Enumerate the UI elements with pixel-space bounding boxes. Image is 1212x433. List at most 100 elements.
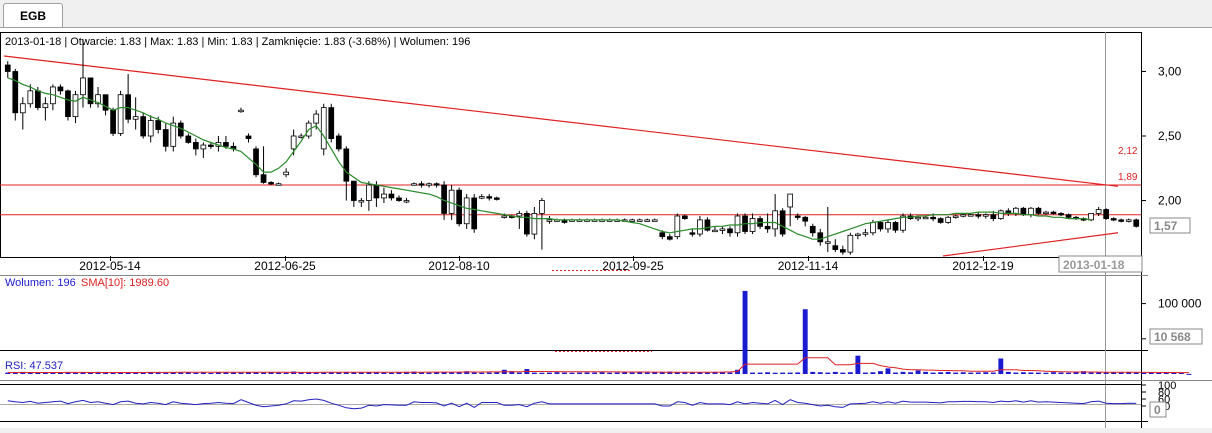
candle-body	[373, 184, 380, 199]
volume-bar	[780, 372, 786, 374]
volume-bar	[306, 372, 312, 374]
candle-body	[629, 219, 636, 222]
candle-body	[877, 222, 884, 230]
volume-bars-layer	[5, 290, 1192, 375]
volume-bar	[110, 372, 116, 374]
volume-bar	[870, 372, 876, 374]
volume-bar	[57, 372, 63, 374]
candle-body	[253, 148, 259, 176]
candle-body	[463, 197, 470, 225]
trendline	[3, 55, 1119, 187]
volume-bar	[614, 372, 620, 374]
volume-bar	[103, 372, 109, 374]
volume-bar	[644, 372, 650, 374]
volume-bar	[321, 372, 327, 374]
candle-body	[1035, 207, 1042, 214]
candle-body	[290, 135, 297, 150]
volume-bar	[12, 372, 18, 374]
volume-bar	[569, 372, 575, 374]
volume-bar	[983, 372, 989, 374]
candle-body	[411, 183, 417, 186]
x-axis-label: 2012-05-14	[79, 259, 141, 273]
chart-window[interactable]: 2013-01-18 | Otwarcie: 1.83 | Max: 1.83 …	[0, 28, 1212, 428]
candle-body	[1095, 209, 1102, 214]
volume-bar	[1096, 372, 1102, 374]
volume-bar	[930, 372, 936, 374]
candle-body	[268, 182, 274, 185]
y-axis-label: 2,50	[1158, 129, 1182, 143]
volume-bar	[88, 372, 93, 374]
x-axis-label: 2012-11-14	[778, 259, 839, 273]
volume-bar	[855, 355, 861, 374]
candle-body	[65, 90, 71, 118]
tab-egb[interactable]: EGB	[3, 3, 63, 27]
candle-body	[967, 214, 974, 217]
volume-bar	[1103, 372, 1109, 374]
current-volume-box	[1149, 328, 1203, 345]
volume-bar	[1088, 372, 1094, 374]
volume-bar	[900, 371, 906, 374]
volume-bar	[1148, 372, 1154, 374]
candle-body	[1133, 219, 1140, 227]
volume-bar	[351, 372, 357, 374]
candle-body	[426, 183, 432, 186]
volume-bar	[1081, 371, 1087, 374]
stock-chart[interactable]: 2013-01-18 | Otwarcie: 1.83 | Max: 1.83 …	[0, 28, 1212, 428]
candle-body	[1118, 219, 1125, 222]
candle-body	[147, 120, 154, 137]
volume-sma-legend: SMA[10]: 1989.60	[81, 277, 169, 289]
volume-bar	[118, 372, 124, 374]
candle-body	[185, 135, 192, 143]
volume-bar	[253, 372, 259, 374]
volume-bar	[456, 372, 462, 374]
volume-bar	[840, 372, 846, 374]
volume-bar	[133, 372, 139, 374]
volume-bar	[1126, 371, 1132, 374]
candle-body	[343, 148, 350, 182]
candle-body	[200, 144, 207, 150]
volume-bar	[373, 372, 379, 374]
volume-bar	[757, 372, 763, 374]
volume-bar	[599, 372, 605, 374]
volume-bar	[486, 372, 492, 374]
volume-bar	[652, 372, 658, 374]
volume-bar	[80, 372, 86, 374]
candle-body	[975, 214, 982, 217]
candle-body	[110, 109, 116, 134]
candle-body	[516, 213, 523, 217]
volume-bar	[847, 372, 853, 374]
candle-body	[930, 216, 936, 220]
volume-bar	[494, 372, 500, 374]
candle-body	[1013, 207, 1019, 214]
trendline	[942, 232, 1119, 257]
volume-bar	[381, 372, 387, 374]
candle-body	[102, 94, 109, 111]
candle-body	[155, 120, 162, 130]
candle-body	[749, 218, 756, 232]
candle-body	[990, 214, 997, 219]
candle-body	[478, 196, 485, 199]
candle-body	[982, 214, 989, 217]
volume-bar	[765, 372, 771, 374]
candle-body	[839, 249, 846, 253]
volume-bar	[1171, 372, 1177, 374]
volume-bar	[1186, 373, 1192, 375]
volume-bar	[140, 372, 146, 374]
volume-bar	[742, 290, 748, 374]
candle-body	[1088, 213, 1094, 221]
volume-bar	[223, 372, 229, 374]
candle-body	[817, 232, 824, 243]
candle-body	[832, 245, 839, 250]
volume-bar	[200, 372, 206, 374]
volume-bar	[562, 372, 567, 374]
volume-bar	[42, 372, 48, 374]
volume-bar	[1163, 372, 1169, 374]
candle-body	[320, 107, 327, 150]
volume-bar	[945, 371, 951, 374]
candle-body	[1020, 207, 1027, 216]
volume-bar	[426, 372, 432, 374]
candle-body	[381, 193, 387, 199]
candle-body	[335, 135, 342, 150]
volume-bar	[358, 372, 364, 374]
volume-bar	[1141, 372, 1147, 374]
